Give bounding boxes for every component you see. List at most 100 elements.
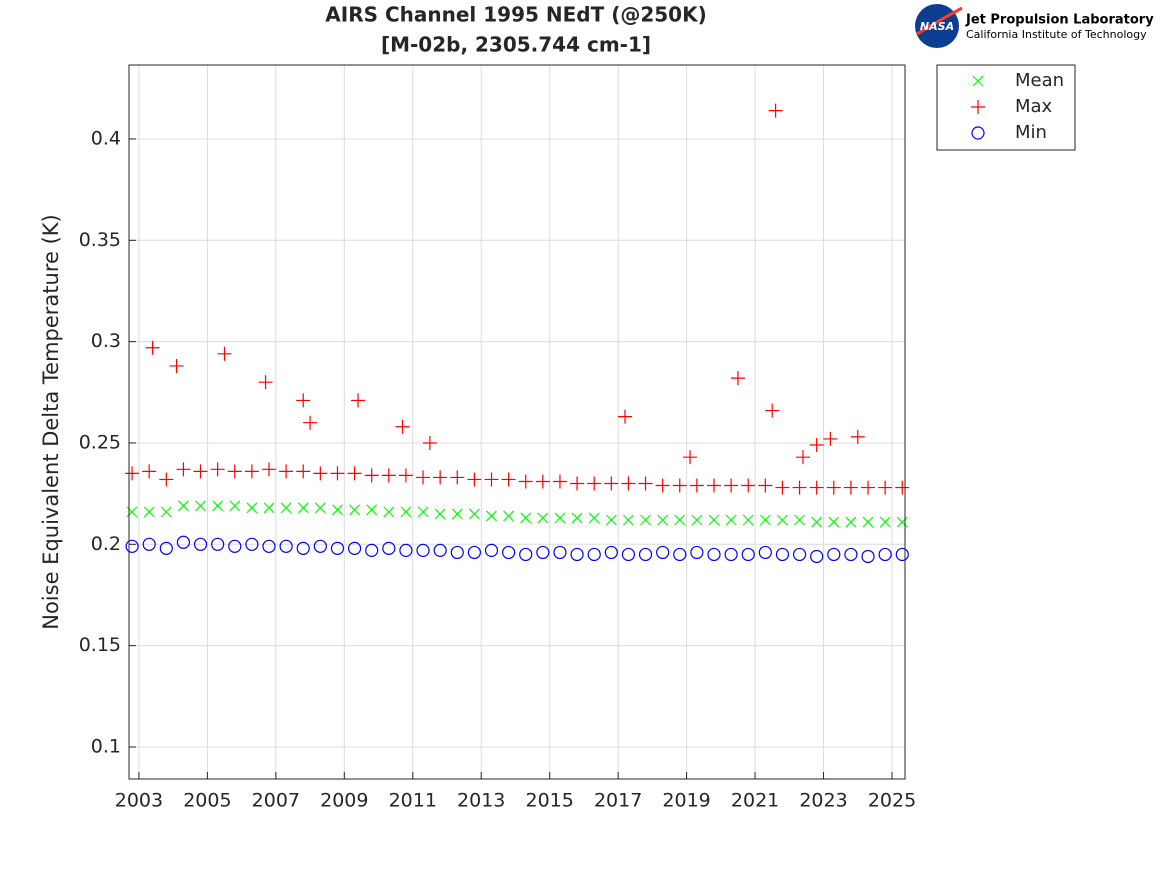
logo-swoosh bbox=[916, 6, 963, 36]
point bbox=[656, 545, 670, 560]
point bbox=[217, 346, 232, 361]
point bbox=[313, 466, 328, 481]
x-tick-label: 2007 bbox=[252, 790, 300, 812]
x-tick-label: 2025 bbox=[868, 790, 916, 812]
chart-subtitle: [M-02b, 2305.744 cm-1] bbox=[381, 33, 651, 57]
point bbox=[518, 474, 533, 489]
point bbox=[450, 545, 464, 560]
point bbox=[823, 431, 838, 446]
point bbox=[211, 537, 225, 551]
point bbox=[398, 468, 413, 483]
point bbox=[878, 480, 893, 495]
point bbox=[850, 429, 865, 444]
point bbox=[707, 547, 721, 562]
x-tick-label: 2019 bbox=[662, 790, 710, 812]
logo-institute: California Institute of Technology bbox=[966, 28, 1147, 41]
y-tick-label: 0.2 bbox=[91, 533, 121, 555]
point bbox=[655, 478, 670, 493]
point bbox=[861, 549, 875, 564]
point bbox=[395, 419, 410, 434]
marks bbox=[125, 103, 910, 564]
point bbox=[758, 545, 772, 560]
point bbox=[313, 539, 327, 553]
point bbox=[741, 547, 755, 562]
logo-badge-text: NASA bbox=[920, 20, 954, 33]
point bbox=[142, 537, 156, 551]
point bbox=[724, 478, 739, 493]
point bbox=[535, 474, 550, 489]
point bbox=[742, 514, 754, 526]
point bbox=[347, 466, 362, 481]
x-tick-label: 2009 bbox=[320, 790, 368, 812]
point bbox=[570, 547, 584, 562]
y-tick-label: 0.3 bbox=[91, 330, 121, 352]
x-tick-label: 2013 bbox=[457, 790, 505, 812]
point bbox=[554, 512, 566, 524]
point bbox=[617, 409, 632, 424]
point bbox=[553, 545, 567, 560]
point bbox=[143, 506, 155, 518]
point bbox=[792, 547, 807, 562]
point bbox=[725, 514, 737, 526]
x-tick-label: 2003 bbox=[115, 790, 163, 812]
point bbox=[193, 464, 208, 479]
point bbox=[212, 500, 224, 512]
point bbox=[604, 476, 619, 491]
point bbox=[296, 541, 310, 555]
point bbox=[262, 539, 276, 553]
point bbox=[519, 547, 533, 562]
legend-box bbox=[936, 64, 1076, 151]
point bbox=[400, 506, 412, 518]
point bbox=[878, 547, 892, 562]
point bbox=[640, 514, 651, 526]
point bbox=[775, 547, 790, 562]
point bbox=[330, 466, 345, 481]
logo: NASA Jet Propulsion Laboratory Californi… bbox=[915, 4, 1154, 48]
point bbox=[571, 512, 583, 524]
point bbox=[795, 450, 810, 465]
point bbox=[365, 543, 379, 557]
point bbox=[486, 510, 497, 522]
point bbox=[896, 516, 908, 528]
legend-marker bbox=[971, 100, 985, 114]
point bbox=[895, 547, 909, 562]
point bbox=[349, 504, 361, 516]
point bbox=[279, 464, 294, 479]
point bbox=[691, 514, 703, 526]
point bbox=[895, 480, 910, 495]
point bbox=[416, 543, 430, 557]
point bbox=[503, 510, 515, 522]
point bbox=[502, 545, 516, 560]
point bbox=[416, 470, 431, 485]
point bbox=[552, 474, 567, 489]
point bbox=[467, 545, 481, 560]
point bbox=[844, 547, 858, 562]
point bbox=[467, 472, 482, 487]
point bbox=[244, 464, 259, 479]
legend-label: Max bbox=[1015, 96, 1053, 117]
point bbox=[879, 516, 891, 528]
point bbox=[296, 464, 311, 479]
legend-marker bbox=[972, 75, 984, 87]
point bbox=[263, 502, 275, 514]
point bbox=[683, 450, 698, 465]
point bbox=[383, 506, 395, 518]
point bbox=[777, 514, 788, 526]
point bbox=[262, 462, 277, 477]
point bbox=[468, 508, 480, 520]
point bbox=[228, 539, 242, 553]
point bbox=[330, 541, 345, 555]
point bbox=[690, 545, 704, 560]
plot-frame bbox=[128, 64, 906, 780]
grid bbox=[129, 65, 905, 779]
y-tick-label: 0.1 bbox=[91, 735, 121, 757]
point bbox=[759, 514, 771, 526]
point bbox=[314, 502, 326, 514]
point bbox=[520, 512, 532, 524]
point bbox=[862, 516, 874, 528]
point bbox=[159, 541, 173, 555]
y-tick-label: 0.35 bbox=[79, 229, 121, 251]
point bbox=[347, 541, 362, 555]
point bbox=[621, 547, 636, 562]
point bbox=[537, 512, 549, 524]
